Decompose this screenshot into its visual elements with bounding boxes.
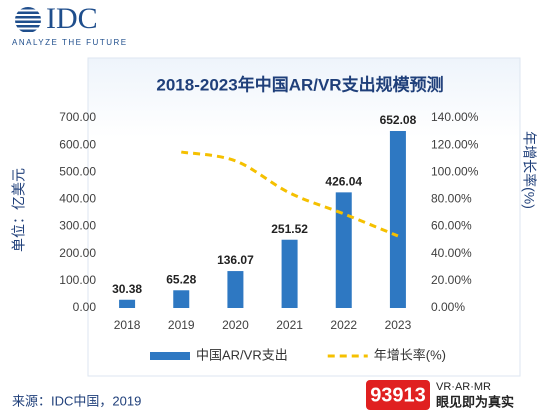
watermark-tag: VR·AR·MR bbox=[436, 381, 491, 393]
y2-tick-label: 80.00% bbox=[431, 192, 472, 206]
chart-frame bbox=[87, 57, 521, 377]
watermark-slogan: 眼见即为真实 bbox=[436, 394, 514, 409]
y-tick-label: 500.00 bbox=[59, 164, 96, 178]
y2-tick-label: 100.00% bbox=[431, 164, 479, 178]
bar bbox=[227, 271, 244, 308]
y2-tick-label: 120.00% bbox=[431, 137, 479, 151]
x-tick-label: 2023 bbox=[385, 318, 412, 332]
y2-axis-label: 年增长率(%) bbox=[521, 131, 537, 209]
watermark-number: 93913 bbox=[370, 384, 426, 406]
value-label: 65.28 bbox=[166, 272, 196, 286]
bar bbox=[119, 299, 136, 308]
bar bbox=[281, 239, 298, 308]
x-tick-label: 2020 bbox=[222, 318, 249, 332]
line bbox=[181, 150, 399, 238]
y2-tick-label: 20.00% bbox=[431, 273, 472, 287]
tagline: ANALYZE THE FUTURE bbox=[12, 38, 128, 47]
x-tick-label: 2021 bbox=[276, 318, 303, 332]
y-tick-label: 100.00 bbox=[59, 273, 96, 287]
legend-label: 年增长率(%) bbox=[374, 347, 446, 362]
logo: IDC bbox=[46, 2, 98, 35]
bar bbox=[389, 131, 406, 308]
y2-tick-label: 60.00% bbox=[431, 219, 472, 233]
chart-title: 2018-2023年中国AR/VR支出规模预测 bbox=[156, 74, 443, 94]
y-tick-label: 600.00 bbox=[59, 137, 96, 151]
legend-swatch bbox=[150, 352, 190, 360]
source: 来源：IDC中国，2019 bbox=[12, 393, 141, 408]
y-tick-label: 300.00 bbox=[59, 219, 96, 233]
y2-tick-label: 140.00% bbox=[431, 110, 479, 124]
x-tick-label: 2022 bbox=[330, 318, 357, 332]
value-label: 426.04 bbox=[325, 175, 362, 189]
value-label: 251.52 bbox=[271, 222, 308, 236]
y-tick-label: 700.00 bbox=[59, 110, 96, 124]
legend-label: 中国AR/VR支出 bbox=[196, 347, 288, 362]
y-axis-label: 单位：亿美元 bbox=[11, 168, 27, 252]
bar bbox=[335, 192, 352, 308]
x-tick-label: 2019 bbox=[168, 318, 195, 332]
x-tick-label: 2018 bbox=[114, 318, 141, 332]
value-label: 136.07 bbox=[217, 253, 254, 267]
y2-tick-label: 0.00% bbox=[431, 300, 465, 314]
y-tick-label: 0.00 bbox=[73, 300, 97, 314]
value-label: 30.38 bbox=[112, 282, 142, 296]
y2-tick-label: 40.00% bbox=[431, 246, 472, 260]
value-label: 652.08 bbox=[380, 113, 417, 127]
bar bbox=[173, 290, 190, 308]
logo-icon bbox=[15, 7, 41, 32]
watermark-badge bbox=[366, 380, 430, 410]
y-tick-label: 200.00 bbox=[59, 246, 96, 260]
y-tick-label: 400.00 bbox=[59, 192, 96, 206]
